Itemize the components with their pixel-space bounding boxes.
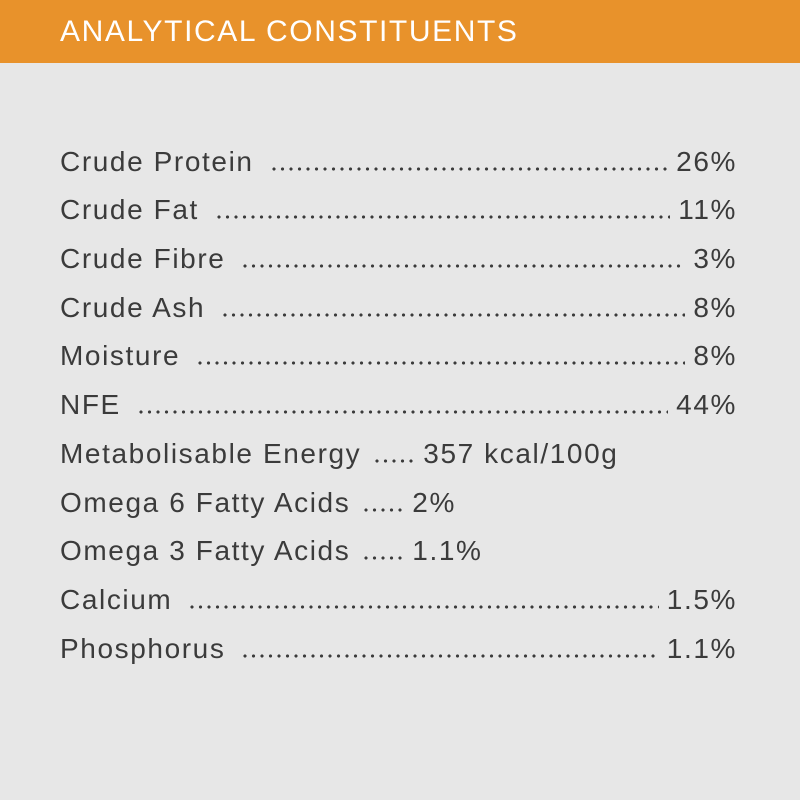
value: 8% — [693, 340, 737, 372]
row: Crude Protein 26% — [60, 130, 737, 179]
row: Crude Ash 8% — [60, 276, 737, 325]
row: Omega 3 Fatty Acids 1.1% — [60, 520, 737, 569]
label: Metabolisable Energy — [60, 437, 362, 469]
row: Crude Fibre 3% — [60, 227, 737, 276]
label: Calcium — [60, 583, 173, 615]
dot-leader — [243, 653, 659, 658]
value: 3% — [693, 243, 737, 275]
label: Crude Protein — [60, 145, 254, 177]
label: Omega 3 Fatty Acids — [60, 535, 351, 567]
row: Moisture 8% — [60, 325, 737, 374]
value: 26% — [676, 145, 737, 177]
dot-leader — [271, 166, 669, 171]
row: Phosphorus 1.1% — [60, 617, 737, 666]
header-bar: ANALYTICAL CONSTITUENTS — [0, 0, 800, 63]
dot-leader — [216, 215, 671, 220]
dot-leader — [223, 312, 686, 317]
dot-leader — [198, 361, 686, 366]
value: 357 kcal/100g — [423, 437, 619, 469]
row: Metabolisable Energy 357 kcal/100g — [60, 422, 737, 471]
constituents-table: Crude Protein 26% Crude Fat 11% Crude Fibr… — [60, 130, 737, 666]
dot-leader — [364, 507, 403, 512]
label: Crude Ash — [60, 291, 206, 323]
dot-leader — [364, 556, 403, 561]
label: Crude Fibre — [60, 243, 226, 275]
label: Moisture — [60, 340, 181, 372]
dot-leader — [375, 458, 414, 463]
label: Omega 6 Fatty Acids — [60, 486, 351, 518]
value: 1.1% — [412, 535, 483, 567]
label: Crude Fat — [60, 194, 199, 226]
row: Omega 6 Fatty Acids 2% — [60, 471, 737, 520]
dot-leader — [243, 264, 686, 269]
label: NFE — [60, 389, 121, 421]
value: 8% — [693, 291, 737, 323]
row: Crude Fat 11% — [60, 179, 737, 228]
value: 2% — [412, 486, 456, 518]
value: 1.1% — [666, 632, 737, 664]
value: 11% — [678, 194, 737, 226]
label: Phosphorus — [60, 632, 226, 664]
dot-leader — [190, 604, 659, 609]
row: Calcium 1.5% — [60, 568, 737, 617]
row: NFE 44% — [60, 373, 737, 422]
header-title: ANALYTICAL CONSTITUENTS — [60, 15, 519, 48]
dot-leader — [138, 410, 669, 415]
value: 44% — [676, 389, 737, 421]
value: 1.5% — [666, 583, 737, 615]
